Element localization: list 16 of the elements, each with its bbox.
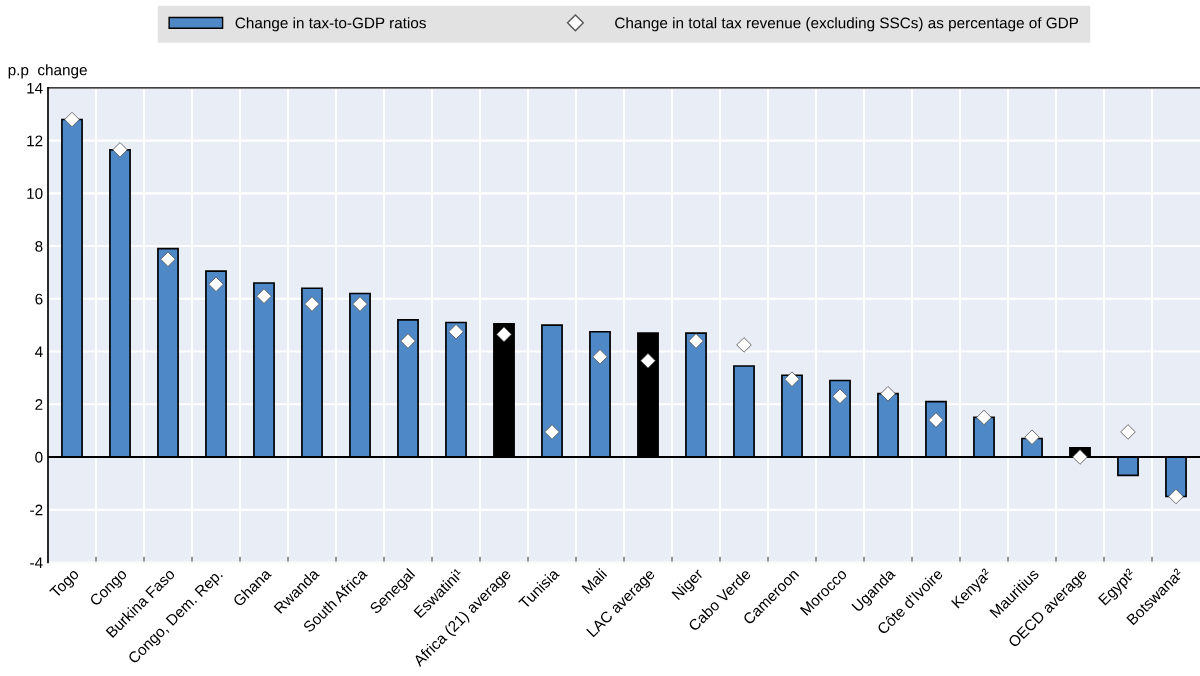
y-tick-label: 10 (27, 188, 43, 200)
y-tick-label: 6 (35, 293, 43, 305)
point (352, 296, 368, 312)
y-tick-label: 12 (27, 135, 43, 147)
point (1120, 424, 1136, 440)
y-tick-label: 2 (35, 399, 43, 410)
y-tick-label: 8 (35, 240, 43, 252)
y-tick-label: -2 (30, 504, 43, 516)
y-tick-label: -4 (30, 557, 43, 568)
y-tick-label: 14 (27, 82, 43, 94)
x-tick-label: Togo (49, 568, 82, 601)
y-axis-title: p.p change (8, 64, 87, 79)
y-tick-label: 0 (35, 451, 43, 463)
y-tick-label: 4 (34, 346, 43, 358)
legend-label: Change in total tax revenue (excluding SSCs) as percentage of GDP (615, 17, 1079, 32)
legend-label: Change in tax-to-GDP ratios (235, 17, 426, 32)
